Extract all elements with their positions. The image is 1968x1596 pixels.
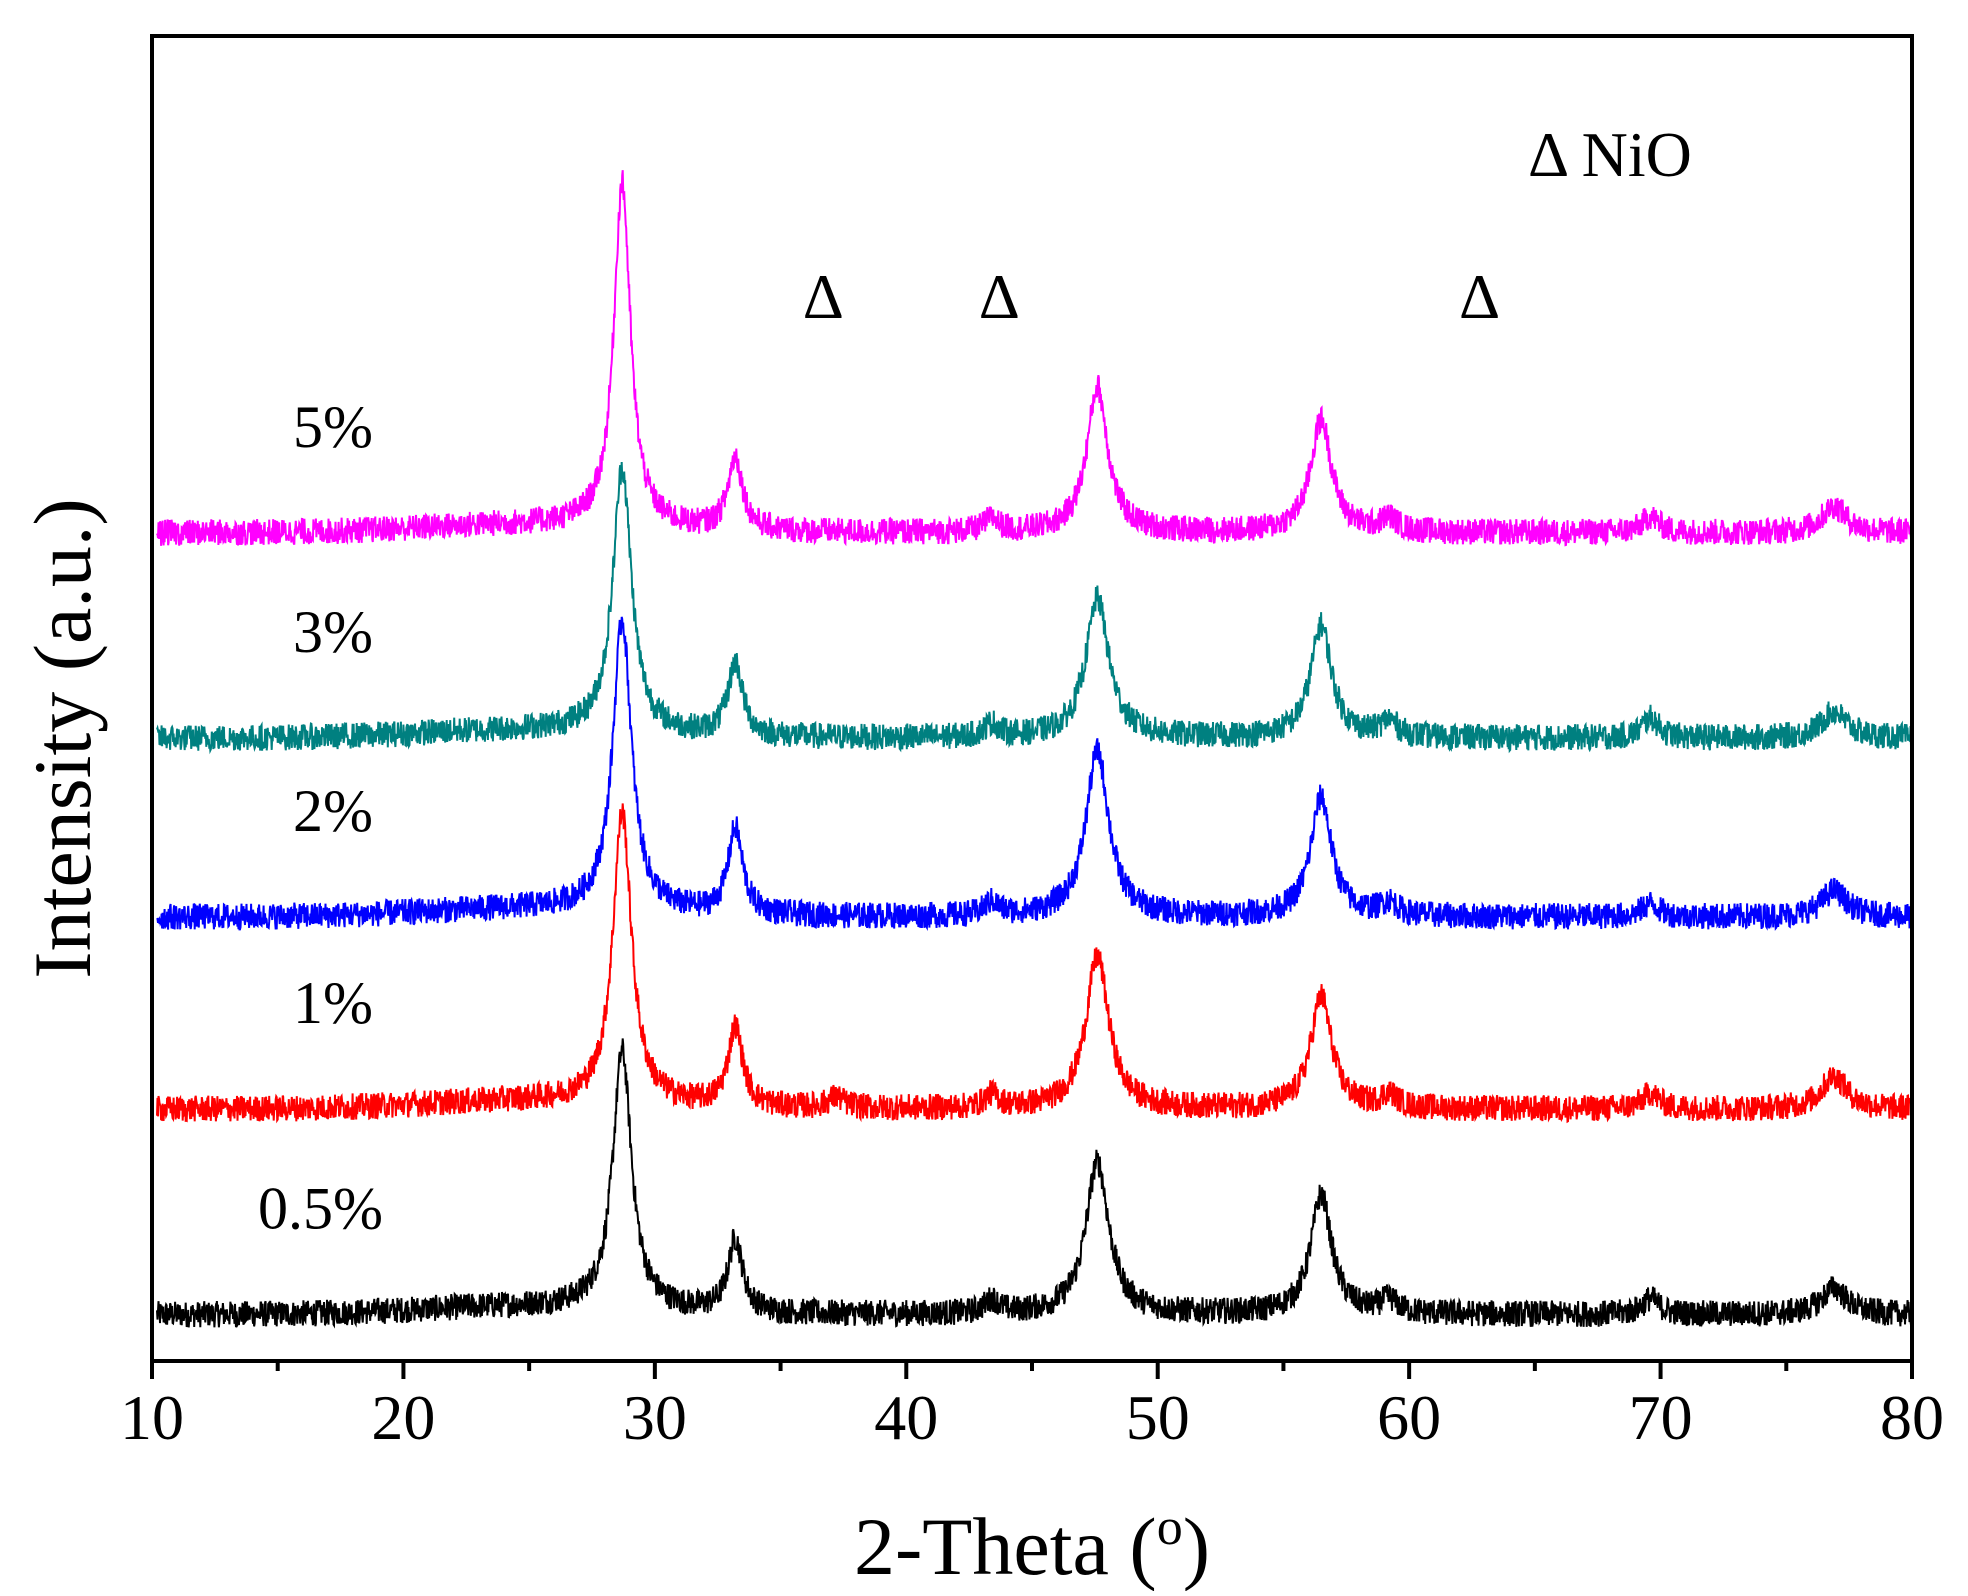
- x-tick-label: 50: [1126, 1382, 1190, 1453]
- y-axis-title: Intensity (a.u.): [17, 498, 108, 978]
- x-axis-title: 2-Theta (o): [854, 1499, 1210, 1591]
- x-tick-label: 30: [623, 1382, 687, 1453]
- x-axis-title-main: 2-Theta (: [854, 1501, 1157, 1591]
- x-tick-label: 20: [371, 1382, 435, 1453]
- x-axis-title-superscript: o: [1157, 1499, 1183, 1556]
- x-tick-label: 70: [1629, 1382, 1693, 1453]
- series-line-0-5pct: [156, 1038, 1913, 1329]
- series-line-3pct: [156, 461, 1913, 755]
- series-line-2pct: [156, 616, 1913, 932]
- series-label: 0.5%: [258, 1176, 383, 1242]
- nio-peak-marker: Δ: [1459, 261, 1500, 332]
- series-label: 5%: [293, 394, 373, 460]
- x-tick-label: 60: [1377, 1382, 1441, 1453]
- series-label: 3%: [293, 599, 373, 665]
- nio-peak-marker: Δ: [803, 261, 844, 332]
- series-label: 2%: [293, 778, 373, 844]
- x-tick-label: 10: [120, 1382, 184, 1453]
- x-axis-ticks: 10 20 30 40 50 60 70 80: [120, 1361, 1944, 1453]
- plot-frame: [150, 34, 1914, 1363]
- x-tick-label: 40: [874, 1382, 938, 1453]
- x-tick-label: 80: [1880, 1382, 1944, 1453]
- x-axis-title-close: ): [1183, 1501, 1210, 1591]
- nio-peak-marker: Δ: [979, 261, 1020, 332]
- nio-legend-note: Δ NiO: [1528, 119, 1692, 190]
- series-line-5pct: [156, 170, 1913, 547]
- series-layer: 0.5% 1% 2% 3% 5%: [156, 170, 1913, 1329]
- series-label: 1%: [293, 970, 373, 1036]
- series-line-1pct: [156, 803, 1913, 1124]
